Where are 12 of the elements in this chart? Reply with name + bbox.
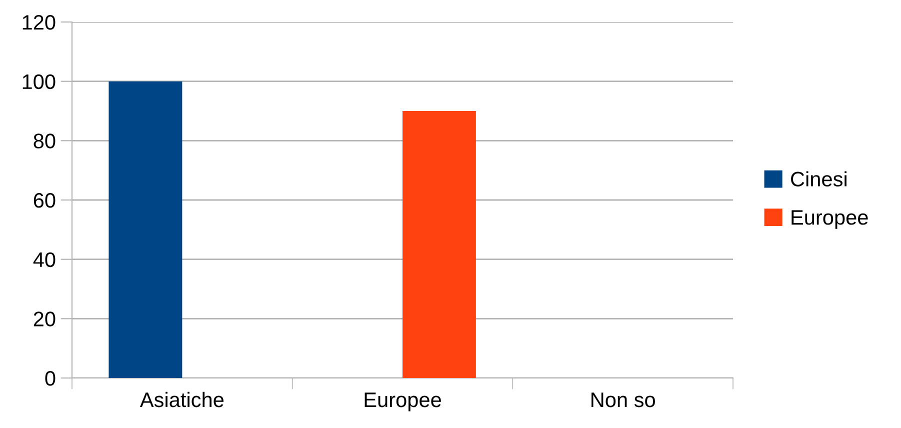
legend-label: Cinesi xyxy=(791,171,846,187)
y-tick-label: 80 xyxy=(34,134,56,148)
y-tick-label: 100 xyxy=(22,74,56,90)
y-tick-label: 20 xyxy=(34,312,56,326)
x-tick-label: Asiatiche xyxy=(140,392,224,408)
y-tick-label: 60 xyxy=(34,193,56,208)
y-tick-label: 40 xyxy=(33,252,56,268)
y-tick-label: 0 xyxy=(45,371,56,386)
x-tick-label: Europee xyxy=(364,392,441,412)
y-tick-label: 120 xyxy=(22,15,56,30)
legend-label: Europee xyxy=(792,210,868,229)
x-tick-label: Non so xyxy=(592,392,655,408)
